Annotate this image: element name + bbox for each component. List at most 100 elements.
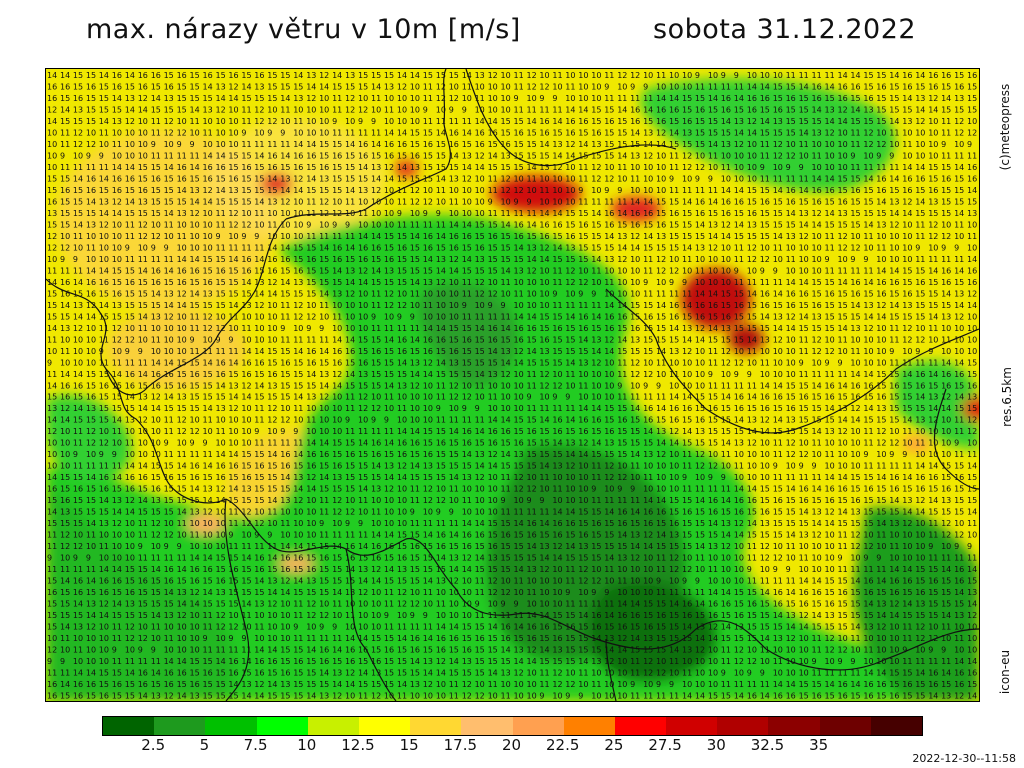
gust-value: 10 [825,565,835,574]
gust-value: 16 [190,370,200,379]
gust-value: 10 [527,94,537,103]
gust-value: 12 [539,243,549,252]
gust-value: 15 [332,554,342,563]
gust-value: 15 [825,623,835,632]
gust-value: 15 [151,577,161,586]
map-date: sobota 31.12.2022 [653,14,916,45]
gust-value: 9 [151,140,156,149]
gust-value: 15 [591,243,601,252]
gust-value: 11 [254,209,264,218]
gust-value: 15 [967,404,977,413]
gust-value: 12 [838,106,848,115]
legend-swatch [205,717,257,735]
gust-value: 10 [760,462,770,471]
gust-value: 10 [954,140,964,149]
gust-value: 12 [280,416,290,425]
gust-value: 10 [384,94,394,103]
gust-value: 16 [203,669,213,678]
gust-value: 11 [216,243,226,252]
gust-value: 14 [967,657,977,666]
gust-value: 10 [708,255,718,264]
legend-tick-label: 27.5 [648,736,681,754]
gust-value: 15 [578,646,588,655]
gust-value: 16 [112,71,122,80]
gust-value: 14 [786,680,796,689]
gust-value: 15 [578,209,588,218]
gust-value: 15 [889,94,899,103]
gust-value: 15 [850,209,860,218]
gust-value: 15 [552,232,562,241]
gust-value: 16 [591,611,601,620]
gust-value: 16 [177,266,187,275]
gust-value: 15 [164,462,174,471]
gust-value: 10 [254,508,264,517]
gust-value: 11 [293,117,303,126]
gust-value: 16 [164,370,174,379]
gust-value: 12 [825,508,835,517]
gust-value: 15 [371,71,381,80]
gust-value: 13 [539,542,549,551]
gust-value: 10 [747,71,757,80]
gust-value: 11 [695,588,705,597]
gust-value: 15 [876,209,886,218]
gust-value: 11 [812,151,822,160]
gust-value: 16 [902,83,912,92]
gust-value: 11 [604,565,614,574]
gust-value: 11 [708,485,718,494]
gust-value: 11 [138,255,148,264]
gust-value: 15 [228,151,238,160]
gust-value: 9 [280,129,285,138]
gust-value: 15 [954,197,964,206]
gust-value: 14 [112,416,122,425]
gust-value: 16 [825,485,835,494]
gust-value: 9 [436,404,441,413]
gust-value: 10 [86,657,96,666]
gust-value: 15 [825,278,835,287]
gust-value: 11 [241,243,251,252]
gust-value: 15 [73,496,83,505]
gust-value: 16 [838,197,848,206]
gust-value: 15 [578,243,588,252]
gust-value: 10 [501,83,511,92]
gust-value: 14 [889,496,899,505]
gust-value: 9 [60,657,65,666]
gust-value: 9 [552,393,557,402]
gust-value: 10 [475,186,485,195]
gust-value: 11 [267,542,277,551]
gust-value: 10 [151,439,161,448]
gust-value: 16 [889,485,899,494]
gust-value: 11 [410,485,420,494]
gust-value: 15 [928,565,938,574]
gust-value: 14 [863,370,873,379]
gust-value: 10 [617,462,627,471]
gust-value: 14 [190,106,200,115]
gust-value: 15 [915,289,925,298]
gust-value: 9 [501,496,506,505]
gust-value: 11 [151,117,161,126]
gust-value: 15 [941,186,951,195]
gust-value: 13 [449,358,459,367]
gust-value: 14 [552,243,562,252]
gust-value: 15 [889,370,899,379]
gust-value: 11 [773,174,783,183]
gust-value: 15 [151,163,161,172]
gust-value: 9 [345,416,350,425]
gust-value: 14 [254,577,264,586]
gust-value: 15 [889,106,899,115]
gust-value: 14 [384,473,394,482]
gust-value: 10 [47,450,57,459]
gust-value: 16 [319,657,329,666]
gust-value: 16 [86,186,96,195]
gust-value: 14 [358,278,368,287]
gust-value: 15 [863,508,873,517]
gust-value: 14 [73,669,83,678]
legend-swatch [563,717,615,735]
gust-value: 10 [721,565,731,574]
gust-value: 10 [462,209,472,218]
gust-value: 10 [125,554,135,563]
gust-value: 9 [99,347,104,356]
gust-value: 16 [682,404,692,413]
gust-value: 14 [812,381,822,390]
gust-value: 10 [604,692,614,701]
gust-value: 14 [228,393,238,402]
